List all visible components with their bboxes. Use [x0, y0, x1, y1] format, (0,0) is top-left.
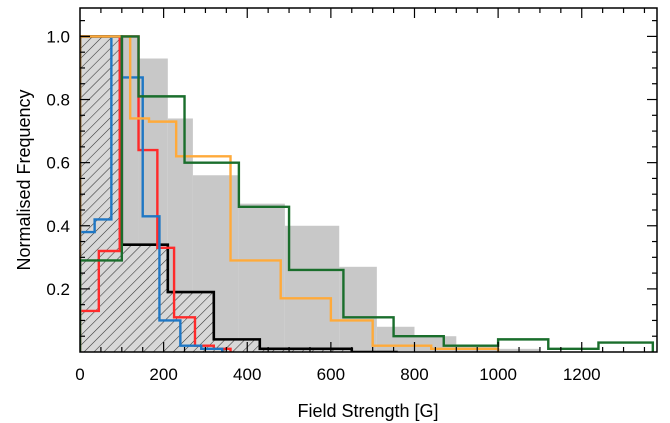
- x-tick-label: 1000: [479, 365, 517, 384]
- data-series: [80, 35, 655, 352]
- step-histogram-line: [80, 35, 224, 352]
- y-tick-label: 0.8: [46, 91, 70, 110]
- y-axis-title: Normalised Frequency: [14, 89, 34, 270]
- histogram-bar: [339, 266, 377, 352]
- x-tick-label: 800: [400, 365, 428, 384]
- step-histogram-line: [80, 35, 500, 352]
- y-tick-label: 0.6: [46, 154, 70, 173]
- y-tick-label: 0.4: [46, 217, 70, 236]
- x-tick-label: 0: [75, 365, 84, 384]
- histogram-bar: [238, 203, 285, 352]
- x-tick-label: 600: [317, 365, 345, 384]
- y-tick-label: 1.0: [46, 27, 70, 46]
- x-tick-label: 200: [149, 365, 177, 384]
- x-axis-title: Field Strength [G]: [297, 401, 438, 421]
- axis-ticks: [80, 8, 657, 352]
- step-histogram-line: [80, 35, 655, 352]
- histogram-bar: [284, 225, 340, 352]
- x-tick-label: 1200: [563, 365, 601, 384]
- x-tick-label: 400: [233, 365, 261, 384]
- y-tick-label: 0.2: [46, 280, 70, 299]
- histogram-bar: [376, 326, 415, 352]
- tick-labels: 0 200 400 600 800 1000 1200 0.2 0.4 0.6 0.8 1.0: [46, 27, 600, 384]
- plot-frame: [79, 7, 658, 353]
